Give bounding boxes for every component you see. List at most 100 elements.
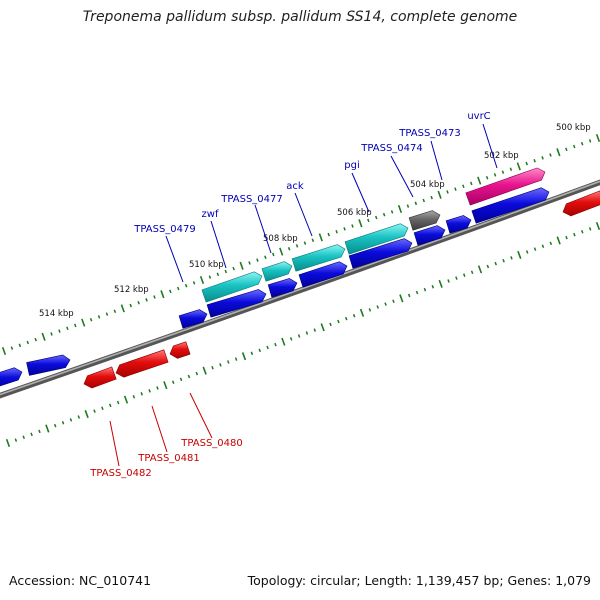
outer-tick	[565, 147, 568, 152]
outer-tick	[477, 176, 482, 185]
outer-tick	[192, 281, 196, 285]
outer-tick	[272, 252, 275, 257]
inner-tick	[352, 313, 356, 318]
inner-tick	[61, 420, 65, 425]
blue-gene-arrow[interactable]	[445, 215, 472, 234]
inner-tick	[359, 308, 365, 317]
outer-tick	[26, 340, 30, 345]
outer-tick	[580, 141, 584, 146]
blue-gene-arrow[interactable]	[298, 261, 348, 288]
inner-tick	[345, 316, 348, 321]
inner-tick	[22, 435, 25, 439]
red-gene-arrow[interactable]	[169, 341, 191, 359]
outer-tick	[493, 173, 497, 177]
blue-gene-arrow[interactable]	[0, 367, 23, 390]
outer-tick	[397, 204, 403, 214]
inner-tick	[163, 381, 168, 390]
inner-tick-track	[5, 221, 600, 448]
blue-gene-arrow[interactable]	[206, 289, 267, 318]
gene-label-tpass-0474: TPASS_0474	[360, 143, 422, 154]
outer-tick	[351, 224, 354, 228]
cyan-gene-arrow[interactable]	[291, 244, 346, 272]
outer-tick	[41, 332, 46, 341]
outer-tick	[454, 187, 457, 191]
inner-tick	[320, 323, 325, 332]
inner-tick	[556, 236, 561, 245]
red-gene-arrow[interactable]	[562, 190, 600, 217]
outer-tick	[572, 144, 576, 149]
blue-gene-arrow[interactable]	[267, 278, 298, 298]
inner-tick	[368, 308, 372, 312]
outer-tick	[318, 233, 323, 242]
inner-tick	[533, 247, 537, 251]
inner-tick	[38, 429, 41, 434]
gene-label-tpass-0481: TPASS_0481	[137, 453, 199, 464]
outer-tick	[105, 312, 109, 316]
outer-tick	[303, 241, 307, 245]
inner-tick	[202, 366, 207, 375]
accession-text: Accession: NC_010741	[9, 573, 152, 588]
inner-tick	[329, 322, 332, 327]
outer-tick	[1, 346, 7, 356]
inner-tick	[431, 284, 435, 289]
outer-tick	[509, 167, 513, 171]
blue-gene-arrow[interactable]	[471, 187, 550, 224]
cyan-gene-arrow[interactable]	[201, 271, 263, 303]
inner-tick	[45, 424, 50, 433]
inner-tick	[438, 279, 443, 288]
outer-tick	[120, 304, 125, 313]
inner-tick	[132, 394, 136, 399]
inner-tick	[179, 377, 183, 382]
blue-gene-arrow[interactable]	[348, 238, 413, 269]
inner-tick	[525, 250, 529, 254]
red-gene-arrow[interactable]	[115, 349, 169, 378]
pink-gene-arrow[interactable]	[465, 167, 546, 206]
cyan-gene-arrow[interactable]	[344, 223, 409, 255]
inner-tick	[14, 438, 18, 442]
gray-gene-arrow[interactable]	[408, 210, 441, 231]
inner-tick	[447, 279, 450, 283]
inner-tick	[211, 366, 214, 370]
outer-tick	[367, 218, 370, 223]
outer-tick	[279, 247, 284, 256]
blue-gene-arrow[interactable]	[413, 225, 446, 246]
kbp-label-504: 504 kbp	[410, 180, 445, 190]
outer-tick	[390, 210, 394, 214]
inner-tick	[486, 264, 490, 269]
inner-tick	[250, 351, 254, 356]
outer-tick	[327, 232, 330, 237]
outer-tick	[137, 300, 140, 305]
genome-backbone	[0, 179, 600, 399]
inner-tick	[510, 256, 513, 260]
outer-tick	[199, 275, 205, 285]
outer-tick	[74, 323, 77, 328]
inner-tick	[258, 348, 261, 353]
outer-tick	[446, 190, 449, 194]
kbp-label-500: 500 kbp	[556, 123, 591, 133]
gene-label-tpass-0479: TPASS_0479	[133, 224, 195, 235]
inner-tick	[219, 363, 222, 367]
blue-gene-arrow[interactable]	[26, 354, 71, 376]
outer-tick	[176, 286, 180, 291]
outer-tick	[216, 272, 220, 277]
inner-tick	[234, 357, 238, 361]
outer-tick	[160, 290, 165, 299]
inner-tick	[392, 299, 395, 303]
inner-tick	[77, 415, 81, 419]
inner-tick	[581, 230, 584, 234]
outer-tick	[97, 315, 101, 319]
outer-tick	[232, 266, 235, 271]
cyan-gene-arrow[interactable]	[261, 261, 293, 282]
outer-tick	[224, 269, 228, 274]
outer-tick	[470, 181, 473, 186]
inner-tick	[101, 406, 104, 411]
gene-label-tpass-0482: TPASS_0482	[89, 468, 151, 479]
blue-gene-arrow[interactable]	[178, 309, 208, 329]
outer-tick	[358, 219, 363, 228]
outer-tick	[549, 153, 552, 157]
kbp-label-510: 510 kbp	[189, 260, 224, 270]
inner-tick	[470, 270, 474, 275]
inner-tick	[399, 294, 404, 303]
red-gene-arrow[interactable]	[83, 366, 117, 389]
